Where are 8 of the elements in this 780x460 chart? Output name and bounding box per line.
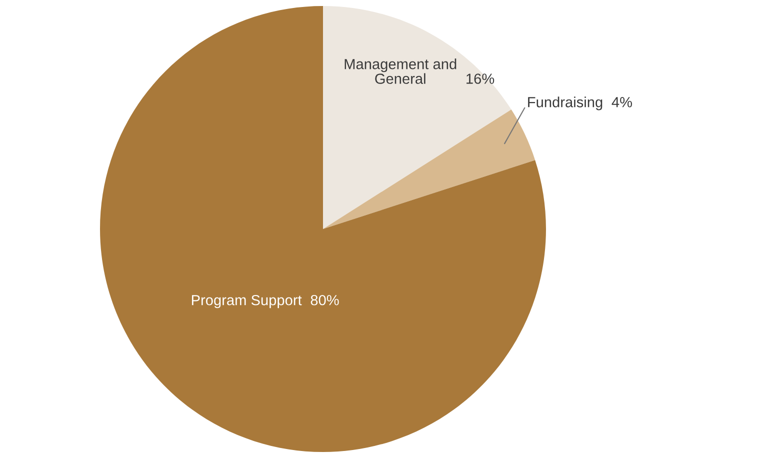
data-label: 16% xyxy=(466,74,494,84)
pie-slice xyxy=(323,6,512,229)
slice-label: Fundraising xyxy=(528,96,602,110)
data-label: 4% xyxy=(612,97,632,108)
slice-label: Program Support xyxy=(192,294,302,308)
data-label: 80% xyxy=(310,294,339,306)
pie-slice xyxy=(323,110,536,229)
slice-label: Management and General xyxy=(344,58,456,84)
